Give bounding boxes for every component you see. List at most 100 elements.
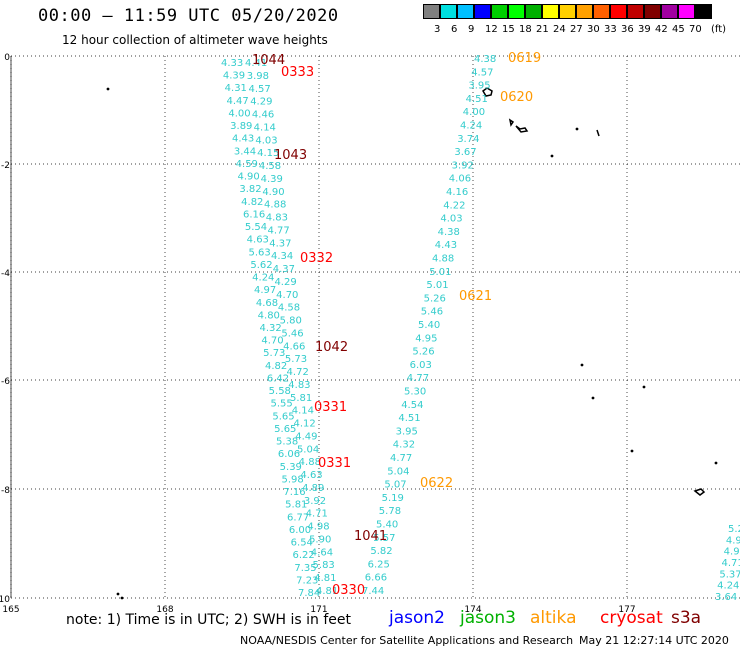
swh-value: 7.35 bbox=[294, 563, 316, 574]
swh-value: 4.33 bbox=[221, 58, 243, 69]
swh-value: 4.71 bbox=[306, 509, 328, 520]
swh-value: 4.98 bbox=[307, 522, 329, 533]
swh-value: 4.14 bbox=[292, 406, 314, 417]
island-outline bbox=[482, 87, 493, 97]
swh-value: 4.88 bbox=[432, 254, 454, 265]
swh-value: 4.81 bbox=[316, 586, 338, 597]
swh-value: 4.43 bbox=[232, 134, 254, 145]
legend-swatch bbox=[491, 4, 508, 19]
swh-value: 7.84 bbox=[298, 588, 320, 599]
legend-swatch bbox=[576, 4, 593, 19]
swh-value: 4.46 bbox=[252, 110, 274, 121]
swh-value: 4.47 bbox=[227, 96, 249, 107]
swh-value: 4.38 bbox=[474, 54, 496, 65]
legend-level-label: 30 bbox=[587, 24, 600, 35]
swh-value: 4.80 bbox=[258, 310, 280, 321]
swh-value: 6.03 bbox=[410, 360, 432, 371]
legend-swatch bbox=[559, 4, 576, 19]
swh-value: 4.71 bbox=[722, 558, 740, 569]
swh-value: 4.88 bbox=[299, 457, 321, 468]
swh-value: 5.65 bbox=[274, 424, 296, 435]
swh-value: 3.44 bbox=[234, 146, 256, 157]
legend-swatch bbox=[627, 4, 644, 19]
swh-value: 3.98 bbox=[247, 71, 269, 82]
swh-value: 4.43 bbox=[435, 240, 457, 251]
swh-value: 4.54 bbox=[401, 400, 423, 411]
swh-value: 4.88 bbox=[264, 200, 286, 211]
swh-value: 4.82 bbox=[241, 197, 263, 208]
swh-value: 5.82 bbox=[370, 546, 392, 557]
swh-value: 4.95 bbox=[415, 333, 437, 344]
swh-value: 4.63 bbox=[300, 470, 322, 481]
lon-tick-label: 165 bbox=[2, 605, 19, 615]
swh-value: 4.24 bbox=[460, 121, 482, 132]
swh-value: 4.12 bbox=[293, 419, 315, 430]
swh-value: 6.00 bbox=[289, 525, 311, 536]
swh-value: 4.99 bbox=[724, 547, 740, 558]
legend-swatch bbox=[644, 4, 661, 19]
legend-swatch bbox=[661, 4, 678, 19]
swh-value: 4.39 bbox=[223, 71, 245, 82]
lat-tick-label: -2 bbox=[1, 161, 10, 171]
swh-value: 5.38 bbox=[276, 437, 298, 448]
swh-value: 5.81 bbox=[290, 393, 312, 404]
swh-value: 5.22 bbox=[728, 524, 740, 535]
swh-value: 5.62 bbox=[250, 260, 272, 271]
legend-level-label: 36 bbox=[621, 24, 634, 35]
swh-value: 4.51 bbox=[466, 94, 488, 105]
swh-value: 3.89 bbox=[230, 121, 252, 132]
pass-time-label: 0332 bbox=[300, 251, 333, 266]
swh-value: 4.81 bbox=[314, 573, 336, 584]
generation-timestamp: May 21 12:27:14 UTC 2020 bbox=[579, 634, 729, 647]
legend-swatch bbox=[440, 4, 457, 19]
swh-value: 4.82 bbox=[265, 361, 287, 372]
legend-swatch bbox=[474, 4, 491, 19]
swh-value: 4.00 bbox=[228, 108, 250, 119]
swh-value: 4.59 bbox=[236, 159, 258, 170]
swh-value: 4.83 bbox=[288, 380, 310, 391]
lat-tick-label: -6 bbox=[1, 377, 10, 387]
swh-value: 3.64 bbox=[715, 592, 737, 603]
swh-value: 4.57 bbox=[471, 67, 493, 78]
island-dot bbox=[106, 87, 110, 91]
swh-value: 4.51 bbox=[398, 413, 420, 424]
swh-value: 5.07 bbox=[384, 480, 406, 491]
satellite-legend-jason3: jason3 bbox=[460, 608, 516, 628]
island-dot bbox=[580, 363, 584, 367]
swh-value: 4.70 bbox=[276, 290, 298, 301]
island-outlines bbox=[106, 87, 718, 600]
swh-value: 4.06 bbox=[449, 174, 471, 185]
swh-value: 4.63 bbox=[247, 235, 269, 246]
swh-value: 7.23 bbox=[296, 575, 318, 586]
swh-value: 3.92 bbox=[304, 496, 326, 507]
legend-swatch bbox=[457, 4, 474, 19]
legend-level-label: 15 bbox=[502, 24, 515, 35]
swh-value: 5.40 bbox=[376, 520, 398, 531]
swh-value: 4.37 bbox=[273, 264, 295, 275]
swh-value: 6.42 bbox=[267, 373, 289, 384]
swh-value: 5.98 bbox=[282, 474, 304, 485]
island-dot bbox=[714, 461, 718, 465]
legend-swatch bbox=[593, 4, 610, 19]
swh-value: 4.49 bbox=[295, 431, 317, 442]
swh-value: 3.67 bbox=[454, 147, 476, 158]
swh-value: 5.65 bbox=[272, 411, 294, 422]
swh-value: 5.57 bbox=[373, 533, 395, 544]
swh-value: 4.77 bbox=[268, 225, 290, 236]
island-dot bbox=[550, 154, 554, 158]
satellite-legend-cryosat: cryosat bbox=[600, 608, 663, 628]
swh-value: 5.58 bbox=[269, 386, 291, 397]
swh-value: 6.54 bbox=[291, 538, 313, 549]
swh-value: 3.74 bbox=[457, 134, 479, 145]
pass-time-label: 0333 bbox=[281, 65, 314, 80]
legend-swatch bbox=[695, 4, 712, 19]
pass-time-label: 1043 bbox=[274, 148, 307, 163]
lat-tick-label: 0 bbox=[4, 53, 10, 63]
swh-value: 6.16 bbox=[243, 209, 265, 220]
swh-value: 5.04 bbox=[297, 444, 319, 455]
legend-level-label: 9 bbox=[468, 24, 475, 35]
wave-height-tracks: 4.334.394.314.474.003.894.433.444.594.90… bbox=[221, 54, 740, 603]
swh-value: 4.22 bbox=[443, 200, 465, 211]
